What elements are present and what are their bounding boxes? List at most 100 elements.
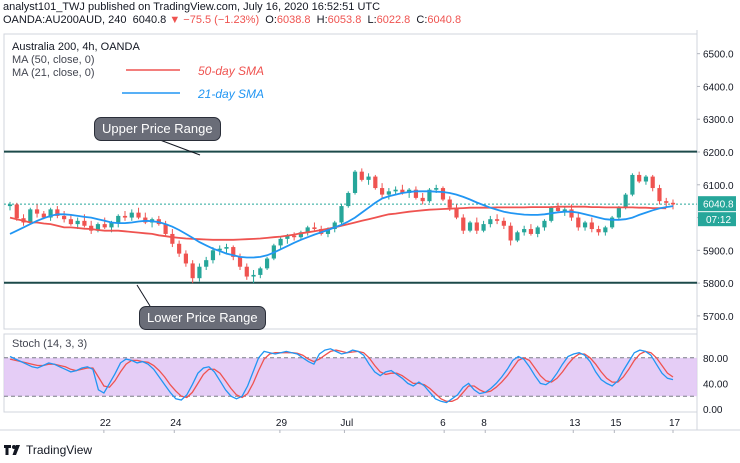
stoch-label[interactable]: Stoch (14, 3, 3) (12, 338, 88, 350)
candle (204, 256, 209, 270)
candle (312, 222, 317, 231)
price-tick-label: 6500.0 (703, 50, 734, 61)
candle (474, 217, 479, 234)
candle (630, 173, 635, 197)
stoch-tick-label: 0.00 (703, 405, 723, 416)
candle-body (400, 189, 405, 193)
candle-body (569, 209, 574, 218)
candle-body (34, 209, 40, 214)
time-tick-label: 22 (100, 418, 112, 429)
candle-body (14, 204, 19, 219)
legend-ma50[interactable]: MA (50, close, 0) (12, 54, 95, 66)
candle-body (278, 238, 283, 246)
time-tick-label: Jul (340, 418, 353, 429)
time-tick-label: 6 (440, 418, 446, 429)
candle-body (427, 189, 432, 202)
candle-body (616, 207, 621, 218)
candle (339, 204, 344, 225)
candle-body (643, 176, 649, 182)
publisher-line: analyst101_TWJ published on TradingView.… (3, 1, 381, 13)
candle (589, 217, 594, 233)
candle-body (122, 215, 128, 218)
price-change: −75.5 (−1.23%) (183, 14, 260, 26)
candle-body (95, 224, 101, 231)
candle (495, 214, 500, 225)
tradingview-footer[interactable]: TradingView (4, 441, 92, 459)
candle-body (393, 189, 398, 192)
high-label: H: (316, 14, 328, 26)
candle-body (670, 202, 676, 205)
candle-body (102, 224, 107, 228)
candle (177, 240, 182, 257)
candle (555, 202, 561, 213)
candle-body (386, 191, 391, 195)
candle-body (339, 206, 344, 223)
candle (62, 211, 67, 223)
candle-body (562, 209, 567, 211)
candle (373, 174, 378, 190)
candle (467, 220, 473, 233)
candle-body (549, 207, 554, 221)
time-tick-label: 17 (669, 418, 681, 429)
candle (14, 202, 19, 221)
candle-body (7, 204, 13, 207)
candle-body (305, 227, 310, 233)
candle (501, 217, 506, 230)
candle-body (136, 212, 141, 218)
candle-body (657, 188, 662, 202)
open-value: 6038.8 (276, 14, 311, 26)
candle (386, 188, 391, 200)
candle-body (495, 219, 500, 221)
candle-body (650, 176, 655, 189)
candle-body (210, 250, 216, 261)
candle-body (55, 209, 60, 216)
candle (522, 225, 527, 236)
time-tick-label: 13 (569, 418, 581, 429)
stoch-tick-label: 40.00 (703, 379, 728, 390)
price-tick-label: 6100.0 (703, 181, 734, 192)
candle (305, 225, 310, 236)
open-label: O: (265, 14, 277, 26)
candle (224, 243, 229, 254)
candle (379, 183, 385, 198)
close-value: 6040.8 (427, 14, 462, 26)
candle (197, 263, 202, 282)
stoch-band (4, 357, 697, 397)
lower-range-callout[interactable]: Lower Price Range (139, 306, 266, 330)
candle (650, 174, 655, 192)
candle-body (454, 207, 459, 218)
candle-body (346, 192, 351, 207)
symbol-label[interactable]: OANDA:AU200AUD, 240 (3, 14, 127, 26)
candle (231, 245, 236, 261)
candle-body (197, 266, 202, 279)
candle-body (231, 247, 236, 257)
stoch-d-line (9, 349, 674, 402)
countdown-badge (698, 212, 736, 227)
legend-ma21[interactable]: MA (21, close, 0) (12, 67, 95, 79)
price-tick-label: 6400.0 (703, 82, 734, 93)
candle-body (163, 224, 168, 234)
candle (610, 215, 615, 230)
candle (440, 186, 446, 202)
candle (190, 260, 195, 284)
candle-body (217, 248, 222, 251)
candle (34, 204, 40, 218)
low-label: L: (367, 14, 377, 26)
candle (542, 219, 547, 231)
candle (359, 168, 364, 182)
candle-body (237, 256, 243, 267)
price-tick-label: 6200.0 (703, 148, 734, 159)
candle (413, 186, 419, 200)
candle-body (285, 235, 290, 239)
upper-range-callout[interactable]: Upper Price Range (94, 117, 221, 141)
countdown-text: 07:12 (706, 215, 731, 226)
symbol-ohlc-bar: OANDA:AU200AUD, 240 6040.8 ▼ −75.5 (−1.2… (3, 14, 461, 26)
candle (603, 225, 608, 236)
candle-body (264, 258, 270, 269)
candle-body (603, 227, 608, 233)
candle-body (224, 247, 229, 249)
time-tick-label: 8 (481, 418, 487, 429)
candle-body (434, 188, 439, 190)
candle-body (420, 197, 425, 202)
